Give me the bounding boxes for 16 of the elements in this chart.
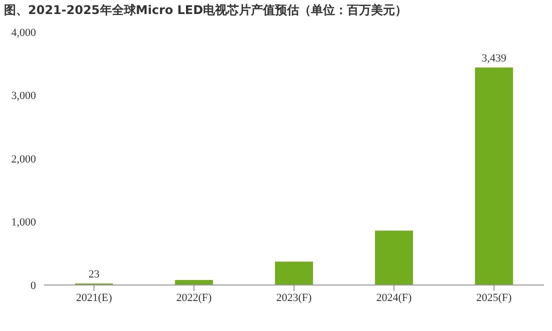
- y-tick-label: 0: [30, 280, 36, 292]
- x-tick-label: 2023(F): [276, 292, 312, 304]
- y-tick-label: 1,000: [11, 216, 36, 229]
- data-label: 3,439: [482, 52, 507, 64]
- data-label: 23: [88, 268, 100, 281]
- y-tick-label: 4,000: [11, 26, 36, 39]
- bar: [475, 67, 513, 285]
- y-tick-label: 2,000: [11, 153, 36, 166]
- bar: [375, 230, 413, 285]
- x-tick-label: 2025(F): [476, 292, 512, 304]
- x-tick-label: 2021(E): [76, 292, 112, 304]
- chart-title: 图、2021-2025年全球Micro LED电视芯片产值预估（单位：百万美元）: [4, 2, 408, 19]
- y-tick-label: 3,000: [11, 90, 36, 102]
- bar: [275, 262, 313, 285]
- x-tick-label: 2024(F): [376, 292, 412, 304]
- x-tick-label: 2022(F): [176, 292, 212, 304]
